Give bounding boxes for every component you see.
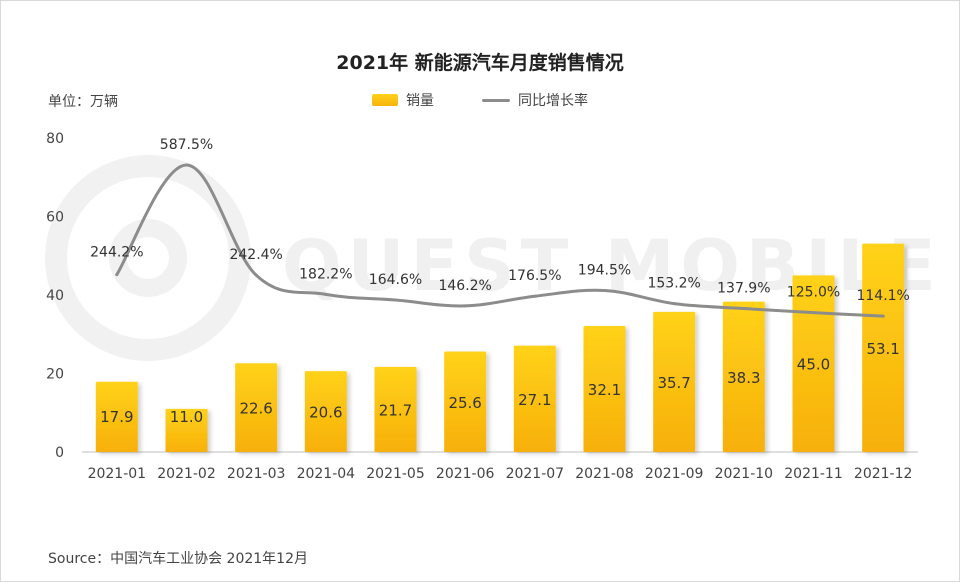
watermark: QUEST MOBILE: [45, 155, 936, 361]
bar-value-label: 11.0: [170, 408, 203, 426]
bar-2021-03: [235, 363, 278, 452]
legend: 销量 同比增长率: [372, 90, 588, 110]
legend-line-label: 同比增长率: [518, 93, 588, 109]
bar-value-label: 45.0: [797, 356, 830, 374]
growth-rate-point: [603, 288, 606, 292]
growth-rate-label: 153.2%: [647, 276, 700, 292]
bar-2021-07: [513, 345, 556, 452]
growth-rate-label: 176.5%: [508, 268, 561, 284]
growth-rate-label: 125.0%: [787, 285, 840, 301]
x-tick-label: 2021-06: [436, 466, 495, 482]
bar-value-label: 53.1: [866, 340, 899, 358]
x-tick-label: 2021-01: [88, 466, 147, 482]
x-tick-label: 2021-02: [157, 466, 216, 482]
x-tick-label: 2021-04: [297, 466, 356, 482]
x-tick-label: 2021-05: [366, 466, 425, 482]
growth-rate-label: 587.5%: [160, 137, 213, 153]
growth-rate-point: [812, 311, 815, 315]
bar-value-label: 35.7: [657, 374, 690, 392]
x-tick-label: 2021-09: [645, 466, 704, 482]
legend-bar-label: 销量: [406, 93, 434, 109]
x-tick-label: 2021-07: [506, 466, 565, 482]
bar-value-label: 32.1: [588, 381, 621, 399]
bar-value-label: 21.7: [379, 401, 412, 419]
x-tick-label: 2021-08: [575, 466, 634, 482]
bar-value-label: 25.6: [448, 394, 481, 412]
source-note: Source：中国汽车工业协会 2021年12月: [48, 551, 308, 567]
x-tick-label: 2021-12: [854, 466, 913, 482]
growth-rate-point: [185, 163, 188, 167]
bar-value-label: 20.6: [309, 404, 342, 422]
y-tick-label: 20: [46, 367, 64, 383]
bar-2021-06: [444, 351, 487, 452]
bar-value-label: 22.6: [239, 400, 272, 418]
bar-2021-01: [95, 381, 138, 452]
growth-rate-label: 137.9%: [717, 281, 770, 297]
bar-2021-02: [165, 408, 208, 452]
bar-value-label: 27.1: [518, 391, 551, 409]
bar-2021-04: [304, 371, 347, 452]
growth-rate-label: 244.2%: [90, 245, 143, 261]
growth-rate-point: [394, 298, 397, 302]
bar-2021-05: [374, 366, 417, 452]
growth-rate-label: 146.2%: [438, 278, 491, 294]
bar-value-label: 38.3: [727, 369, 760, 387]
y-tick-label: 80: [46, 131, 64, 147]
y-tick-label: 60: [46, 210, 64, 226]
growth-rate-label: 194.5%: [578, 262, 631, 278]
growth-rate-point: [463, 304, 467, 308]
bar-2021-08: [583, 326, 626, 452]
growth-rate-label: 114.1%: [856, 288, 909, 304]
x-tick-label: 2021-10: [715, 466, 774, 482]
bar-2021-09: [653, 311, 696, 452]
y-tick-label: 0: [55, 445, 64, 461]
x-tick-label: 2021-03: [227, 466, 286, 482]
unit-label: 单位：万辆: [48, 94, 118, 110]
growth-rate-point: [742, 307, 746, 311]
growth-rate-point: [672, 302, 676, 306]
bar-2021-11: [792, 275, 835, 452]
growth-rate-label: 164.6%: [369, 272, 422, 288]
y-tick-label: 40: [46, 288, 64, 304]
growth-rate-point: [254, 273, 258, 277]
bar-2021-10: [722, 301, 765, 452]
growth-rate-point: [324, 292, 328, 296]
bar-2021-12: [862, 243, 905, 452]
legend-bar-swatch: [372, 94, 398, 106]
legend-line-swatch: [482, 98, 510, 102]
x-tick-label: 2021-11: [784, 466, 843, 482]
growth-rate-label: 242.4%: [229, 247, 282, 263]
growth-rate-point: [115, 273, 119, 277]
bar-value-label: 17.9: [100, 408, 133, 426]
growth-rate-label: 182.2%: [299, 266, 352, 282]
growth-rate-point: [881, 314, 885, 318]
chart-title: 2021年 新能源汽车月度销售情况: [336, 52, 624, 74]
growth-rate-point: [533, 294, 537, 298]
